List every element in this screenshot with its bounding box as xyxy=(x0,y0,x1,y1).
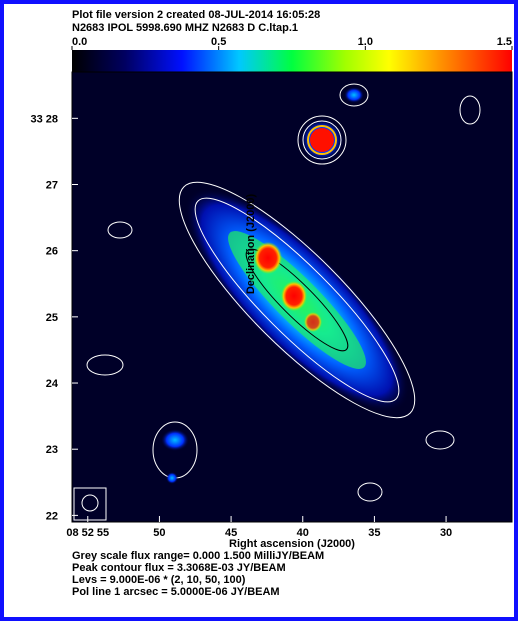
y-tick-label: 26 xyxy=(46,246,58,258)
y-tick-label: 23 xyxy=(46,444,58,456)
x-tick-label: 40 xyxy=(297,527,309,539)
map xyxy=(72,72,512,522)
x-tick-label: 50 xyxy=(153,527,165,539)
annotation: Peak contour flux = 3.3068E-03 JY/BEAM xyxy=(72,562,286,574)
x-tick-label: 35 xyxy=(368,527,380,539)
y-axis-title: Declination (J2000) xyxy=(245,194,257,295)
x-axis-title: Right ascension (J2000) xyxy=(229,538,355,550)
y-tick-label: 25 xyxy=(46,312,58,324)
annotation: Grey scale flux range= 0.000 1.500 Milli… xyxy=(72,550,324,562)
y-tick-label: 27 xyxy=(46,180,58,192)
colorbar-tick-label: 0.0 xyxy=(72,36,87,48)
annotation: Pol line 1 arcsec = 5.0000E-06 JY/BEAM xyxy=(72,586,280,598)
colorbar-tick-label: 0.5 xyxy=(211,36,226,48)
plot-frame xyxy=(71,71,513,523)
y-tick-label: 33 28 xyxy=(30,113,58,125)
colorbar xyxy=(72,50,512,74)
title: Plot file version 2 created 08-JUL-2014 … xyxy=(72,9,320,21)
y-tick-label: 22 xyxy=(46,510,58,522)
x-tick-label: 45 xyxy=(225,527,237,539)
colorbar-tick-label: 1.5 xyxy=(497,36,512,48)
x-tick-label: 30 xyxy=(440,527,452,539)
subtitle: N2683 IPOL 5998.690 MHZ N2683 D C.ltap.1 xyxy=(72,22,298,34)
colorbar-tick-label: 1.0 xyxy=(358,36,373,48)
annotation: Levs = 9.000E-06 * (2, 10, 50, 100) xyxy=(72,574,246,586)
y-tick-label: 24 xyxy=(46,378,59,390)
x-tick-label: 08 52 55 xyxy=(66,527,109,539)
